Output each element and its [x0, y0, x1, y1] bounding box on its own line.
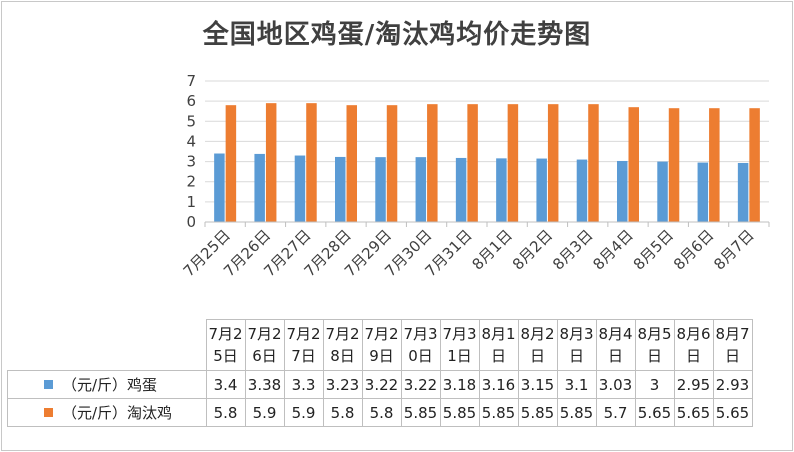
table-value-cell: 5.85: [400, 398, 441, 427]
y-tick-label: 4: [186, 132, 196, 150]
legend-swatch: [44, 408, 53, 417]
x-tick-label: 8月3日: [549, 226, 596, 273]
bar-hen: [265, 103, 277, 222]
bar-egg: [697, 162, 709, 222]
bar-hen: [547, 104, 559, 222]
table-value-cell: 5.85: [556, 398, 597, 427]
bar-hen: [306, 103, 317, 222]
table-row: （元/斤）鸡蛋 3.4 3.38 3.3 3.23 3.22 3.22 3.18 3.16 3.1…: [7, 370, 753, 399]
x-tick-label: 8月2日: [509, 226, 556, 273]
table-value-cell: 5.85: [517, 398, 558, 427]
bar-egg: [294, 155, 306, 222]
y-tick-label: 2: [186, 173, 196, 191]
table-value-cell: 5.8: [205, 398, 246, 427]
legend-label: （元/斤）鸡蛋: [62, 376, 158, 394]
y-tick-label: 6: [186, 92, 196, 110]
table-value-cell: 3.03: [595, 370, 636, 399]
bar-hen: [386, 105, 398, 222]
x-tick-label: 8月5日: [630, 226, 677, 273]
table-value-cell: 3.22: [361, 370, 402, 399]
table-header-cell: 7月2 9日: [361, 319, 402, 371]
table-header-cell: 7月2 6日: [244, 319, 285, 371]
bar-egg: [455, 157, 467, 222]
bar-egg: [415, 157, 427, 222]
table-header-cell: 7月3 0日: [400, 319, 441, 371]
table-row: （元/斤）淘汰鸡 5.8 5.9 5.9 5.8 5.8 5.85 5.85 5.85 5.85 5…: [7, 398, 753, 427]
legend-swatch: [44, 380, 53, 389]
table-header-cell: 7月3 1日: [439, 319, 480, 371]
table-value-cell: 3.18: [439, 370, 480, 399]
table-header-cell: 8月5 日: [634, 319, 675, 371]
table-value-cell: 3.3: [283, 370, 324, 399]
x-tick-label: 8月1日: [469, 226, 516, 273]
table-value-cell: 3.16: [478, 370, 519, 399]
x-tick-label: 8月6日: [670, 226, 717, 273]
y-tick-label: 3: [186, 153, 196, 171]
table-header-cell: 7月2 8日: [322, 319, 363, 371]
bar-egg: [536, 158, 547, 222]
table-header-cell: 8月7 日: [712, 319, 753, 371]
bar-hen: [668, 108, 680, 222]
table-value-cell: 5.65: [673, 398, 714, 427]
table-value-cell: 5.7: [595, 398, 636, 427]
bar-egg: [496, 158, 507, 222]
series-legend-cell: （元/斤）鸡蛋: [7, 370, 207, 399]
table-value-cell: 5.85: [439, 398, 480, 427]
bar-egg: [254, 153, 265, 222]
table-header-cell: 8月6 日: [673, 319, 714, 371]
table-header-cell: 7月2 5日: [205, 319, 246, 371]
bar-hen: [749, 108, 760, 222]
bar-hen: [346, 105, 357, 222]
legend-label: （元/斤）淘汰鸡: [62, 404, 173, 422]
bar-egg: [375, 157, 386, 222]
table-header-cell: 8月3 日: [556, 319, 597, 371]
bar-egg: [737, 162, 749, 222]
bar-hen: [588, 104, 599, 222]
table-header-cell: 7月2 7日: [283, 319, 324, 371]
table-header-cell: 8月2 日: [517, 319, 558, 371]
table-value-cell: 3.22: [400, 370, 441, 399]
table-value-cell: 5.9: [244, 398, 285, 427]
bar-egg: [335, 156, 346, 222]
table-value-cell: 5.65: [634, 398, 675, 427]
y-tick-label: 5: [186, 112, 196, 130]
bar-hen: [507, 104, 519, 222]
table-value-cell: 3.38: [244, 370, 285, 399]
table-value-cell: 5.8: [361, 398, 402, 427]
bar-hen: [709, 108, 720, 222]
y-tick-label: 7: [186, 72, 196, 90]
table-value-cell: 2.93: [712, 370, 753, 399]
x-tick-label: 8月7日: [710, 226, 757, 273]
table-value-cell: 3.15: [517, 370, 558, 399]
table-value-cell: 3.1: [556, 370, 597, 399]
table-value-cell: 5.85: [478, 398, 519, 427]
data-table: 7月2 5日 7月2 6日 7月2 7日 7月2 8日 7月2 9日 7月3 0日 7月3 1日 8月1 日 8…: [7, 319, 753, 427]
y-tick-label: 1: [186, 193, 196, 211]
series-legend-cell: （元/斤）淘汰鸡: [7, 398, 207, 427]
x-tick-label: 8月4日: [589, 226, 636, 273]
bar-hen: [427, 104, 438, 222]
table-header-cell: 8月1 日: [478, 319, 519, 371]
bar-hen: [628, 107, 639, 222]
table-value-cell: 3.4: [205, 370, 246, 399]
bar-egg: [657, 161, 668, 222]
table-corner: [7, 319, 207, 371]
table-value-cell: 5.65: [712, 398, 753, 427]
y-tick-label: 0: [186, 213, 196, 231]
bar-egg: [214, 153, 225, 222]
bar-egg: [576, 159, 588, 222]
bar-hen: [467, 104, 478, 222]
table-value-cell: 3.23: [322, 370, 363, 399]
bar-egg: [617, 160, 628, 222]
bar-hen: [225, 105, 237, 222]
table-value-cell: 5.8: [322, 398, 363, 427]
table-value-cell: 2.95: [673, 370, 714, 399]
table-value-cell: 3: [634, 370, 675, 399]
table-header-cell: 8月4 日: [595, 319, 636, 371]
table-value-cell: 5.9: [283, 398, 324, 427]
table-header-row: 7月2 5日 7月2 6日 7月2 7日 7月2 8日 7月2 9日 7月3 0日 7月3 1日 8月1 日 8…: [7, 319, 753, 371]
chart-title: 全国地区鸡蛋/淘汰鸡均价走势图: [202, 20, 592, 50]
